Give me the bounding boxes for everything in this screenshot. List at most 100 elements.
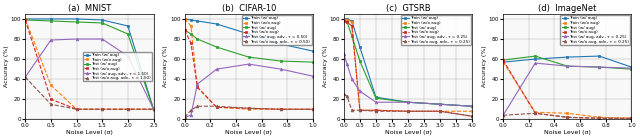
Test (w/ aug, adv., τ = 0.25) <box>348 78 356 80</box>
Train (w/ aug) <box>436 103 444 105</box>
Test (w/o aug) <box>563 116 571 118</box>
Test (w/o aug, adv., τ = 1.50) <box>150 108 157 110</box>
Line: Train (w/o aug): Train (w/o aug) <box>183 18 314 111</box>
Test (w/o aug, adv., τ = 0.50) <box>193 105 201 107</box>
Train (w/o aug) <box>628 117 636 119</box>
Test (w/o aug) <box>596 117 604 119</box>
Test (w/ aug) <box>21 19 29 21</box>
Test (w/o aug, adv., τ = 0.25) <box>372 110 380 112</box>
Train (w/o aug) <box>531 111 539 113</box>
Test (w/o aug, adv., τ = 1.50) <box>21 76 29 78</box>
Test (w/ aug, adv., τ = 0.25) <box>628 67 636 69</box>
Y-axis label: Accuracy (%): Accuracy (%) <box>482 46 487 87</box>
Train (w/ aug) <box>343 18 351 20</box>
Train (w/o aug) <box>596 116 604 118</box>
Line: Test (w/ aug): Test (w/ aug) <box>502 55 633 70</box>
Line: Test (w/o aug): Test (w/o aug) <box>342 20 474 118</box>
Train (w/ aug) <box>245 33 253 35</box>
Line: Test (w/o aug, adv., τ = 0.50): Test (w/o aug, adv., τ = 0.50) <box>183 105 314 119</box>
Test (w/o aug, adv., τ = 0.25) <box>468 115 476 117</box>
Test (w/ aug, adv., τ = 0.25) <box>404 101 412 103</box>
Test (w/o aug) <box>47 98 55 100</box>
Train (w/ aug) <box>99 19 106 21</box>
Test (w/ aug, adv., τ = 1.50) <box>47 39 55 41</box>
Test (w/ aug) <box>436 103 444 105</box>
Test (w/ aug, adv., τ = 0.25) <box>372 101 380 103</box>
Test (w/ aug, adv., τ = 0.25) <box>531 62 539 64</box>
Test (w/ aug, adv., τ = 0.25) <box>343 63 351 65</box>
Test (w/ aug) <box>277 60 285 62</box>
Test (w/ aug, adv., τ = 0.50) <box>309 75 317 77</box>
Title: (d)  ImageNet: (d) ImageNet <box>538 4 596 13</box>
Line: Train (w/ aug): Train (w/ aug) <box>502 55 633 69</box>
Test (w/ aug, adv., τ = 1.50) <box>21 76 29 78</box>
Test (w/ aug) <box>309 61 317 63</box>
Test (w/ aug) <box>628 68 636 70</box>
Title: (b)  CIFAR-10: (b) CIFAR-10 <box>221 4 276 13</box>
X-axis label: Noise Level (σ): Noise Level (σ) <box>385 130 431 135</box>
Test (w/o aug, adv., τ = 0.50) <box>309 108 317 110</box>
Train (w/o aug) <box>404 110 412 112</box>
Y-axis label: Accuracy (%): Accuracy (%) <box>163 46 168 87</box>
Test (w/ aug) <box>340 20 348 22</box>
Test (w/ aug, adv., τ = 0.25) <box>596 66 604 68</box>
Test (w/o aug, adv., τ = 1.50) <box>99 108 106 110</box>
Test (w/ aug, adv., τ = 0.50) <box>180 116 188 118</box>
Train (w/ aug) <box>309 50 317 52</box>
Train (w/o aug) <box>193 86 201 88</box>
Legend: Train (w/ aug), Train (w/o aug), Test (w/ aug), Test (w/o aug), Test (w/ aug, ad: Train (w/ aug), Train (w/o aug), Test (w… <box>561 15 630 45</box>
Test (w/o aug, adv., τ = 0.25) <box>563 116 571 118</box>
Line: Test (w/o aug): Test (w/o aug) <box>24 19 155 111</box>
Train (w/o aug) <box>99 108 106 110</box>
Test (w/o aug) <box>73 108 81 110</box>
Test (w/o aug, adv., τ = 1.50) <box>124 108 132 110</box>
Test (w/o aug) <box>309 108 317 110</box>
Train (w/ aug) <box>212 23 220 25</box>
Train (w/o aug) <box>309 108 317 110</box>
Test (w/ aug) <box>356 60 364 62</box>
Line: Train (w/o aug): Train (w/o aug) <box>342 18 474 113</box>
Test (w/ aug) <box>531 55 539 57</box>
Train (w/ aug) <box>150 108 157 110</box>
Test (w/ aug) <box>187 33 195 35</box>
Test (w/ aug) <box>150 108 157 110</box>
Test (w/o aug, adv., τ = 0.50) <box>187 109 195 111</box>
Train (w/ aug) <box>47 18 55 20</box>
Test (w/o aug) <box>277 108 285 110</box>
Test (w/ aug, adv., τ = 0.50) <box>212 68 220 70</box>
Test (w/ aug) <box>468 105 476 107</box>
Test (w/ aug) <box>499 59 507 61</box>
Test (w/o aug, adv., τ = 0.25) <box>628 117 636 119</box>
Line: Test (w/o aug, adv., τ = 1.50): Test (w/o aug, adv., τ = 1.50) <box>24 76 155 111</box>
Train (w/o aug) <box>340 18 348 20</box>
Line: Test (w/o aug, adv., τ = 0.25): Test (w/o aug, adv., τ = 0.25) <box>502 112 633 120</box>
Train (w/o aug) <box>73 108 81 110</box>
Test (w/ aug) <box>596 66 604 68</box>
Train (w/o aug) <box>180 18 188 20</box>
Line: Train (w/ aug): Train (w/ aug) <box>342 18 474 108</box>
Test (w/o aug, adv., τ = 0.25) <box>340 93 348 95</box>
Train (w/ aug) <box>563 56 571 58</box>
Train (w/o aug) <box>499 61 507 63</box>
Line: Test (w/ aug): Test (w/ aug) <box>183 29 314 64</box>
Test (w/ aug) <box>563 65 571 67</box>
Test (w/o aug) <box>193 86 201 88</box>
Test (w/o aug, adv., τ = 0.50) <box>277 108 285 110</box>
Train (w/ aug) <box>596 55 604 57</box>
Test (w/o aug) <box>531 112 539 114</box>
Y-axis label: Accuracy (%): Accuracy (%) <box>323 46 328 87</box>
Test (w/o aug) <box>212 106 220 108</box>
Train (w/o aug) <box>277 108 285 110</box>
Train (w/ aug) <box>340 18 348 20</box>
Test (w/ aug, adv., τ = 0.50) <box>187 114 195 116</box>
Test (w/ aug, adv., τ = 0.25) <box>468 105 476 107</box>
Test (w/ aug, adv., τ = 0.25) <box>499 114 507 116</box>
Test (w/o aug) <box>628 117 636 119</box>
Test (w/o aug) <box>340 20 348 22</box>
Line: Train (w/ aug): Train (w/ aug) <box>24 18 155 111</box>
Test (w/ aug, adv., τ = 0.25) <box>340 53 348 55</box>
Train (w/o aug) <box>187 25 195 27</box>
Test (w/o aug, adv., τ = 0.50) <box>245 107 253 109</box>
Test (w/ aug) <box>343 21 351 23</box>
Test (w/o aug) <box>150 108 157 110</box>
